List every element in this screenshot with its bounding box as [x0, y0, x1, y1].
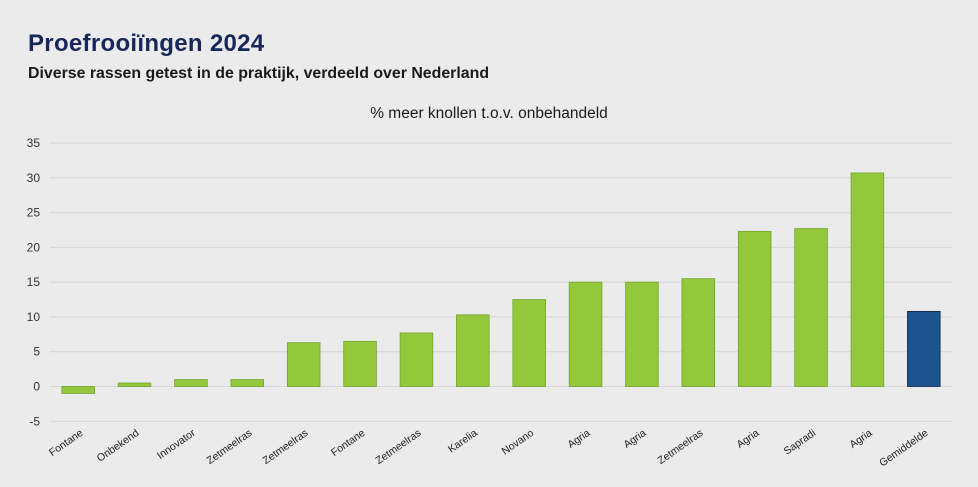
- svg-text:25: 25: [27, 206, 41, 220]
- svg-text:-5: -5: [29, 414, 40, 428]
- svg-text:10: 10: [27, 310, 41, 324]
- svg-text:35: 35: [27, 136, 41, 150]
- svg-text:5: 5: [33, 345, 40, 359]
- svg-text:20: 20: [27, 240, 41, 254]
- svg-text:15: 15: [27, 275, 41, 289]
- svg-text:0: 0: [33, 380, 40, 394]
- svg-text:30: 30: [27, 171, 41, 185]
